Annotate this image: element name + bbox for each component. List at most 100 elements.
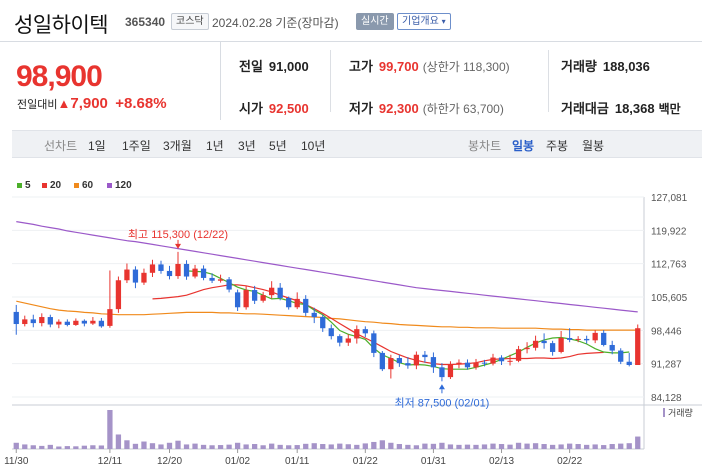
price-chart[interactable]: 127,081 119,922 112,763 105,605 98,446 91,287… xyxy=(0,186,702,476)
legend-ma120: 120 xyxy=(107,180,132,191)
volume-bar xyxy=(251,444,258,449)
volume-bar xyxy=(464,444,471,449)
volume-bar xyxy=(575,444,581,449)
change-amount: 7,900 xyxy=(70,95,108,112)
stat-label: 시가 xyxy=(239,101,263,116)
period-tab-1d[interactable]: 1일 xyxy=(88,139,106,153)
stat-label: 거래량 xyxy=(561,59,597,74)
period-tab-10y[interactable]: 10년 xyxy=(301,139,326,153)
volume-bar xyxy=(473,444,479,449)
volume-bar xyxy=(158,444,164,449)
volume-bar xyxy=(541,444,547,449)
period-tab-3y[interactable]: 3년 xyxy=(238,139,256,153)
stock-header: 성일하이텍 365340 코스닥 2024.02.28 기준(장마감) 실시간 … xyxy=(0,0,702,42)
x-tick-label: 02/13 xyxy=(489,456,514,467)
volume-bar xyxy=(175,440,181,449)
volume-bar xyxy=(217,445,224,449)
stat-open: 시가 92,500 xyxy=(239,98,309,117)
volume-bar xyxy=(635,436,641,449)
volume-bar xyxy=(286,445,292,449)
candle-body xyxy=(388,358,394,370)
stock-code: 365340 xyxy=(125,15,166,29)
volume-bar xyxy=(56,446,62,449)
legend-swatch xyxy=(17,182,22,188)
candle-body xyxy=(345,338,351,343)
realtime-button[interactable]: 실시간 xyxy=(356,13,394,30)
volume-bar xyxy=(226,444,232,449)
volume-bar xyxy=(13,442,19,449)
candle-body xyxy=(618,350,624,362)
candle-body xyxy=(456,362,462,365)
candle-body xyxy=(175,263,181,277)
legend-label: 60 xyxy=(82,180,94,191)
candle-tab-weekly[interactable]: 주봉 xyxy=(546,139,569,153)
candle-body xyxy=(635,328,641,366)
stat-label: 고가 xyxy=(349,59,373,74)
candle-body xyxy=(277,287,283,298)
volume-bar xyxy=(490,443,496,449)
volume-bar xyxy=(456,444,462,449)
candle-body xyxy=(584,338,590,341)
volume-bar xyxy=(447,444,454,449)
x-tick-label: 01/02 xyxy=(225,456,250,467)
low-annotation: 최저 87,500 (02/01) xyxy=(395,396,490,409)
candle-body xyxy=(183,263,190,277)
stat-value: 99,700 xyxy=(378,59,419,74)
candle-body xyxy=(396,358,403,364)
candle-body xyxy=(73,320,79,325)
high-annotation: 최고 115,300 (12/22) xyxy=(128,228,228,241)
candle-body xyxy=(362,329,368,334)
candle-body xyxy=(192,268,198,277)
company-info-dropdown[interactable]: 기업개요 ▾ xyxy=(397,13,451,30)
candle-body xyxy=(141,272,147,283)
volume-bar xyxy=(626,443,632,449)
change-percent: +8.68% xyxy=(115,95,167,112)
y-tick-label: 105,605 xyxy=(651,293,688,304)
candle-body xyxy=(303,298,309,313)
stat-sub: (상한가 118,300) xyxy=(422,60,510,74)
candle-body xyxy=(515,349,522,361)
stat-amount: 거래대금 18,368 백만 xyxy=(561,98,681,117)
stat-label: 전일 xyxy=(239,59,263,74)
stat-value: 91,000 xyxy=(268,59,309,74)
x-tick-label: 11/30 xyxy=(4,456,29,467)
candle-body xyxy=(439,367,445,378)
volume-bar xyxy=(405,444,411,449)
volume-bar xyxy=(566,443,573,449)
candle-body xyxy=(337,336,343,343)
candle-body xyxy=(64,321,70,325)
volume-bar xyxy=(277,444,283,449)
volume-bar xyxy=(30,445,36,449)
volume-bar xyxy=(311,443,317,449)
stat-value: 188,036 xyxy=(602,59,650,74)
period-tab-3m[interactable]: 3개월 xyxy=(163,139,192,153)
candle-body xyxy=(22,319,28,325)
volume-bar xyxy=(532,443,539,449)
period-tab-1w[interactable]: 1주일 xyxy=(122,139,151,153)
volume-bar xyxy=(498,444,505,449)
y-tick-label: 127,081 xyxy=(651,193,688,204)
candle-body xyxy=(98,320,105,327)
candle-body xyxy=(566,337,573,340)
up-triangle-icon: ▲ xyxy=(57,96,71,111)
candle-body xyxy=(234,292,241,308)
candle-body xyxy=(498,357,505,362)
volume-bar xyxy=(294,445,300,449)
candle-body xyxy=(320,317,326,329)
candle-body xyxy=(226,279,232,290)
candle-body xyxy=(132,269,139,283)
period-tab-5y[interactable]: 5년 xyxy=(269,139,287,153)
candle-body xyxy=(90,320,96,324)
stat-high: 고가 99,700 (상한가 118,300) xyxy=(349,56,510,75)
volume-bar xyxy=(209,445,215,449)
candle-tab-monthly[interactable]: 월봉 xyxy=(582,139,605,153)
period-tab-1y[interactable]: 1년 xyxy=(206,139,224,153)
volume-bar xyxy=(584,444,590,449)
x-tick-label: 01/11 xyxy=(285,456,310,467)
stat-label: 저가 xyxy=(349,101,373,116)
date-text: 2024.02.28 기준(장마감) xyxy=(212,16,339,30)
volume-bar xyxy=(243,444,249,449)
candle-tab-daily[interactable]: 일봉 xyxy=(512,139,535,153)
candle-body xyxy=(243,290,249,308)
candle-body xyxy=(294,298,300,308)
